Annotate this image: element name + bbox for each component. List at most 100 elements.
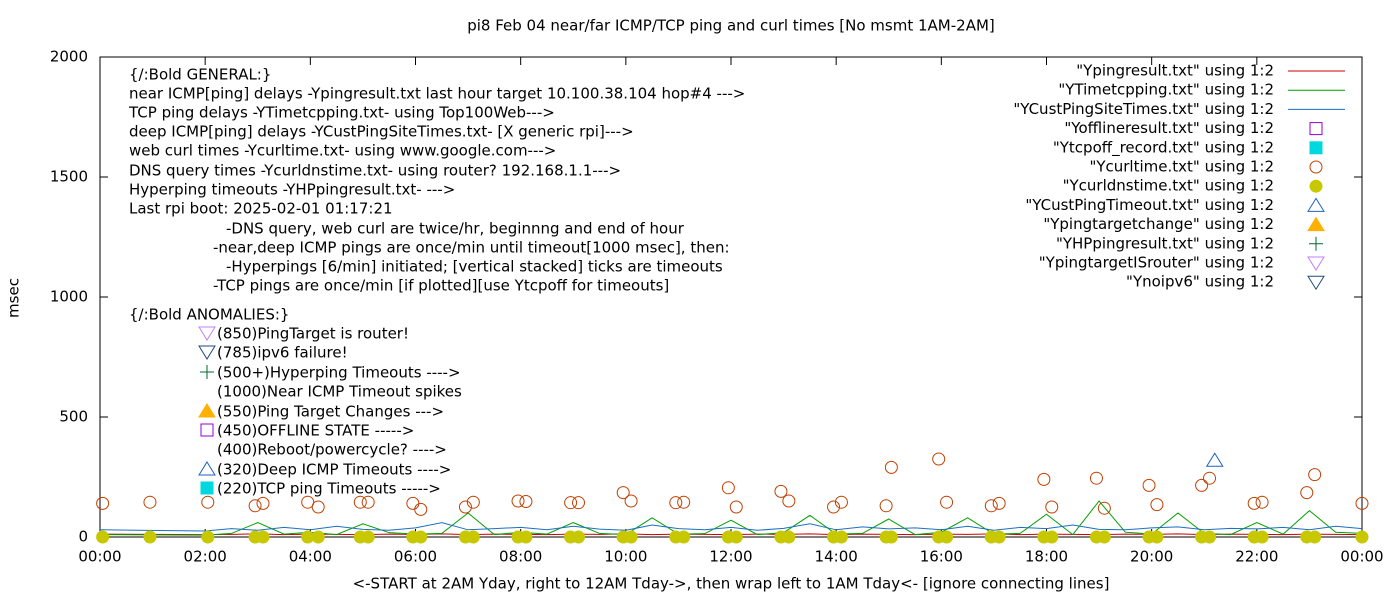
legend-label: "Ycurltime.txt" using 1:2 bbox=[1089, 158, 1274, 176]
data-point bbox=[940, 530, 954, 544]
data-point bbox=[96, 496, 110, 510]
data-point bbox=[1097, 501, 1111, 515]
x-tick-label: 02:00 bbox=[184, 548, 227, 566]
annotation: (785)ipv6 failure! bbox=[217, 344, 348, 362]
data-point bbox=[1205, 452, 1224, 467]
data-point bbox=[256, 530, 270, 544]
data-point bbox=[466, 530, 480, 544]
data-point bbox=[616, 486, 630, 500]
data-point bbox=[1355, 496, 1369, 510]
annotation: -DNS query, web curl are twice/hr, begin… bbox=[226, 220, 685, 238]
data-point bbox=[361, 495, 375, 509]
annotation: (400)Reboot/powercycle? ----> bbox=[217, 441, 447, 459]
annotation: (320)Deep ICMP Timeouts ----> bbox=[217, 461, 451, 479]
annotation: -Hyperpings [6/min] initiated; [vertical… bbox=[226, 258, 723, 276]
data-point bbox=[361, 530, 375, 544]
legend-label: "YCustPingTimeout.txt" using 1:2 bbox=[1025, 196, 1274, 214]
data-point bbox=[353, 495, 367, 509]
legend-swatch bbox=[1309, 160, 1323, 174]
data-point bbox=[201, 530, 215, 544]
x-tick-label: 20:00 bbox=[1130, 548, 1173, 566]
annotation-icon bbox=[200, 365, 214, 379]
annotation: (1000)Near ICMP Timeout spikes bbox=[217, 383, 462, 401]
data-point bbox=[458, 500, 472, 514]
annotation: (550)Ping Target Changes ---> bbox=[217, 403, 444, 421]
legend-label: "Ypingtargetchange" using 1:2 bbox=[1043, 215, 1274, 233]
legend-label: "YpingtargetISrouter" using 1:2 bbox=[1039, 254, 1274, 272]
data-point bbox=[1045, 500, 1059, 514]
chart-title: pi8 Feb 04 near/far ICMP/TCP ping and cu… bbox=[467, 17, 995, 35]
legend-label: "YHPpingresult.txt" using 1:2 bbox=[1056, 234, 1274, 252]
data-point bbox=[511, 494, 525, 508]
data-point bbox=[782, 494, 796, 508]
annotation: -TCP pings are once/min [if plotted][use… bbox=[213, 277, 669, 295]
x-axis-label: <-START at 2AM Yday, right to 12AM Tday-… bbox=[353, 575, 1110, 593]
data-point bbox=[1037, 472, 1051, 486]
data-point bbox=[884, 460, 898, 474]
annotation-icon bbox=[200, 481, 214, 495]
annotation: (850)PingTarget is router! bbox=[217, 325, 409, 343]
data-point bbox=[1203, 530, 1217, 544]
data-point bbox=[984, 499, 998, 513]
data-point bbox=[1097, 530, 1111, 544]
legend-label: "Ypingresult.txt" using 1:2 bbox=[1076, 62, 1274, 80]
y-tick-label: 0 bbox=[78, 528, 88, 546]
data-point bbox=[143, 495, 157, 509]
legend-swatch bbox=[1307, 275, 1325, 291]
data-point bbox=[201, 495, 215, 509]
data-point bbox=[311, 500, 325, 514]
data-point bbox=[96, 530, 110, 544]
data-point bbox=[414, 502, 428, 516]
annotation: DNS query times -Ycurldnstime.txt- using… bbox=[129, 162, 621, 180]
legend-label: "Ytcpoff_record.txt" using 1:2 bbox=[1053, 138, 1274, 157]
y-tick-label: 500 bbox=[59, 408, 88, 426]
x-tick-label: 00:00 bbox=[78, 548, 121, 566]
legend-swatch bbox=[1309, 141, 1323, 155]
legend-label: "YCustPingSiteTimes.txt" using 1:2 bbox=[1013, 100, 1274, 118]
annotation-icon bbox=[198, 345, 216, 360]
legend-swatch bbox=[1307, 256, 1325, 271]
data-point bbox=[1203, 471, 1217, 485]
series-line bbox=[99, 533, 1363, 536]
data-point bbox=[782, 530, 796, 544]
annotation: -near,deep ICMP pings are once/min until… bbox=[213, 239, 730, 257]
data-point bbox=[940, 495, 954, 509]
data-point bbox=[256, 496, 270, 510]
annotation-icon bbox=[200, 423, 214, 437]
data-point bbox=[143, 530, 157, 544]
y-tick-label: 1000 bbox=[50, 288, 88, 306]
data-point bbox=[406, 496, 420, 510]
data-point bbox=[879, 499, 893, 513]
x-tick-label: 08:00 bbox=[499, 548, 542, 566]
data-point bbox=[414, 530, 428, 544]
data-point bbox=[721, 481, 735, 495]
legend-swatch bbox=[1307, 197, 1325, 212]
y-axis-label: msec bbox=[5, 278, 23, 318]
x-tick-label: 00:00 bbox=[1340, 548, 1383, 566]
x-tick-label: 06:00 bbox=[394, 548, 437, 566]
annotation: Hyperping timeouts -YHPpingresult.txt- -… bbox=[129, 181, 455, 199]
annotation: {/:Bold GENERAL:} bbox=[129, 66, 271, 84]
x-tick-label: 18:00 bbox=[1025, 548, 1068, 566]
data-point bbox=[1045, 530, 1059, 544]
data-point bbox=[248, 499, 262, 513]
annotation: Last rpi boot: 2025-02-01 01:17:21 bbox=[129, 200, 393, 218]
annotation: {/:Bold ANOMALIES:} bbox=[129, 306, 289, 324]
data-point bbox=[564, 496, 578, 510]
y-tick-label: 2000 bbox=[50, 48, 88, 66]
data-point bbox=[834, 530, 848, 544]
legend-label: "YTimetcpping.txt" using 1:2 bbox=[1058, 81, 1274, 99]
data-point bbox=[1089, 471, 1103, 485]
data-point bbox=[311, 530, 325, 544]
data-point bbox=[1150, 498, 1164, 512]
data-point bbox=[301, 495, 315, 509]
data-point bbox=[992, 496, 1006, 510]
data-point bbox=[1150, 530, 1164, 544]
x-tick-label: 22:00 bbox=[1235, 548, 1278, 566]
data-point bbox=[774, 484, 788, 498]
legend-label: "Ynoipv6" using 1:2 bbox=[1126, 273, 1274, 291]
data-point bbox=[1355, 530, 1369, 544]
data-point bbox=[884, 530, 898, 544]
annotation: deep ICMP[ping] delays -YCustPingSiteTim… bbox=[129, 123, 634, 141]
